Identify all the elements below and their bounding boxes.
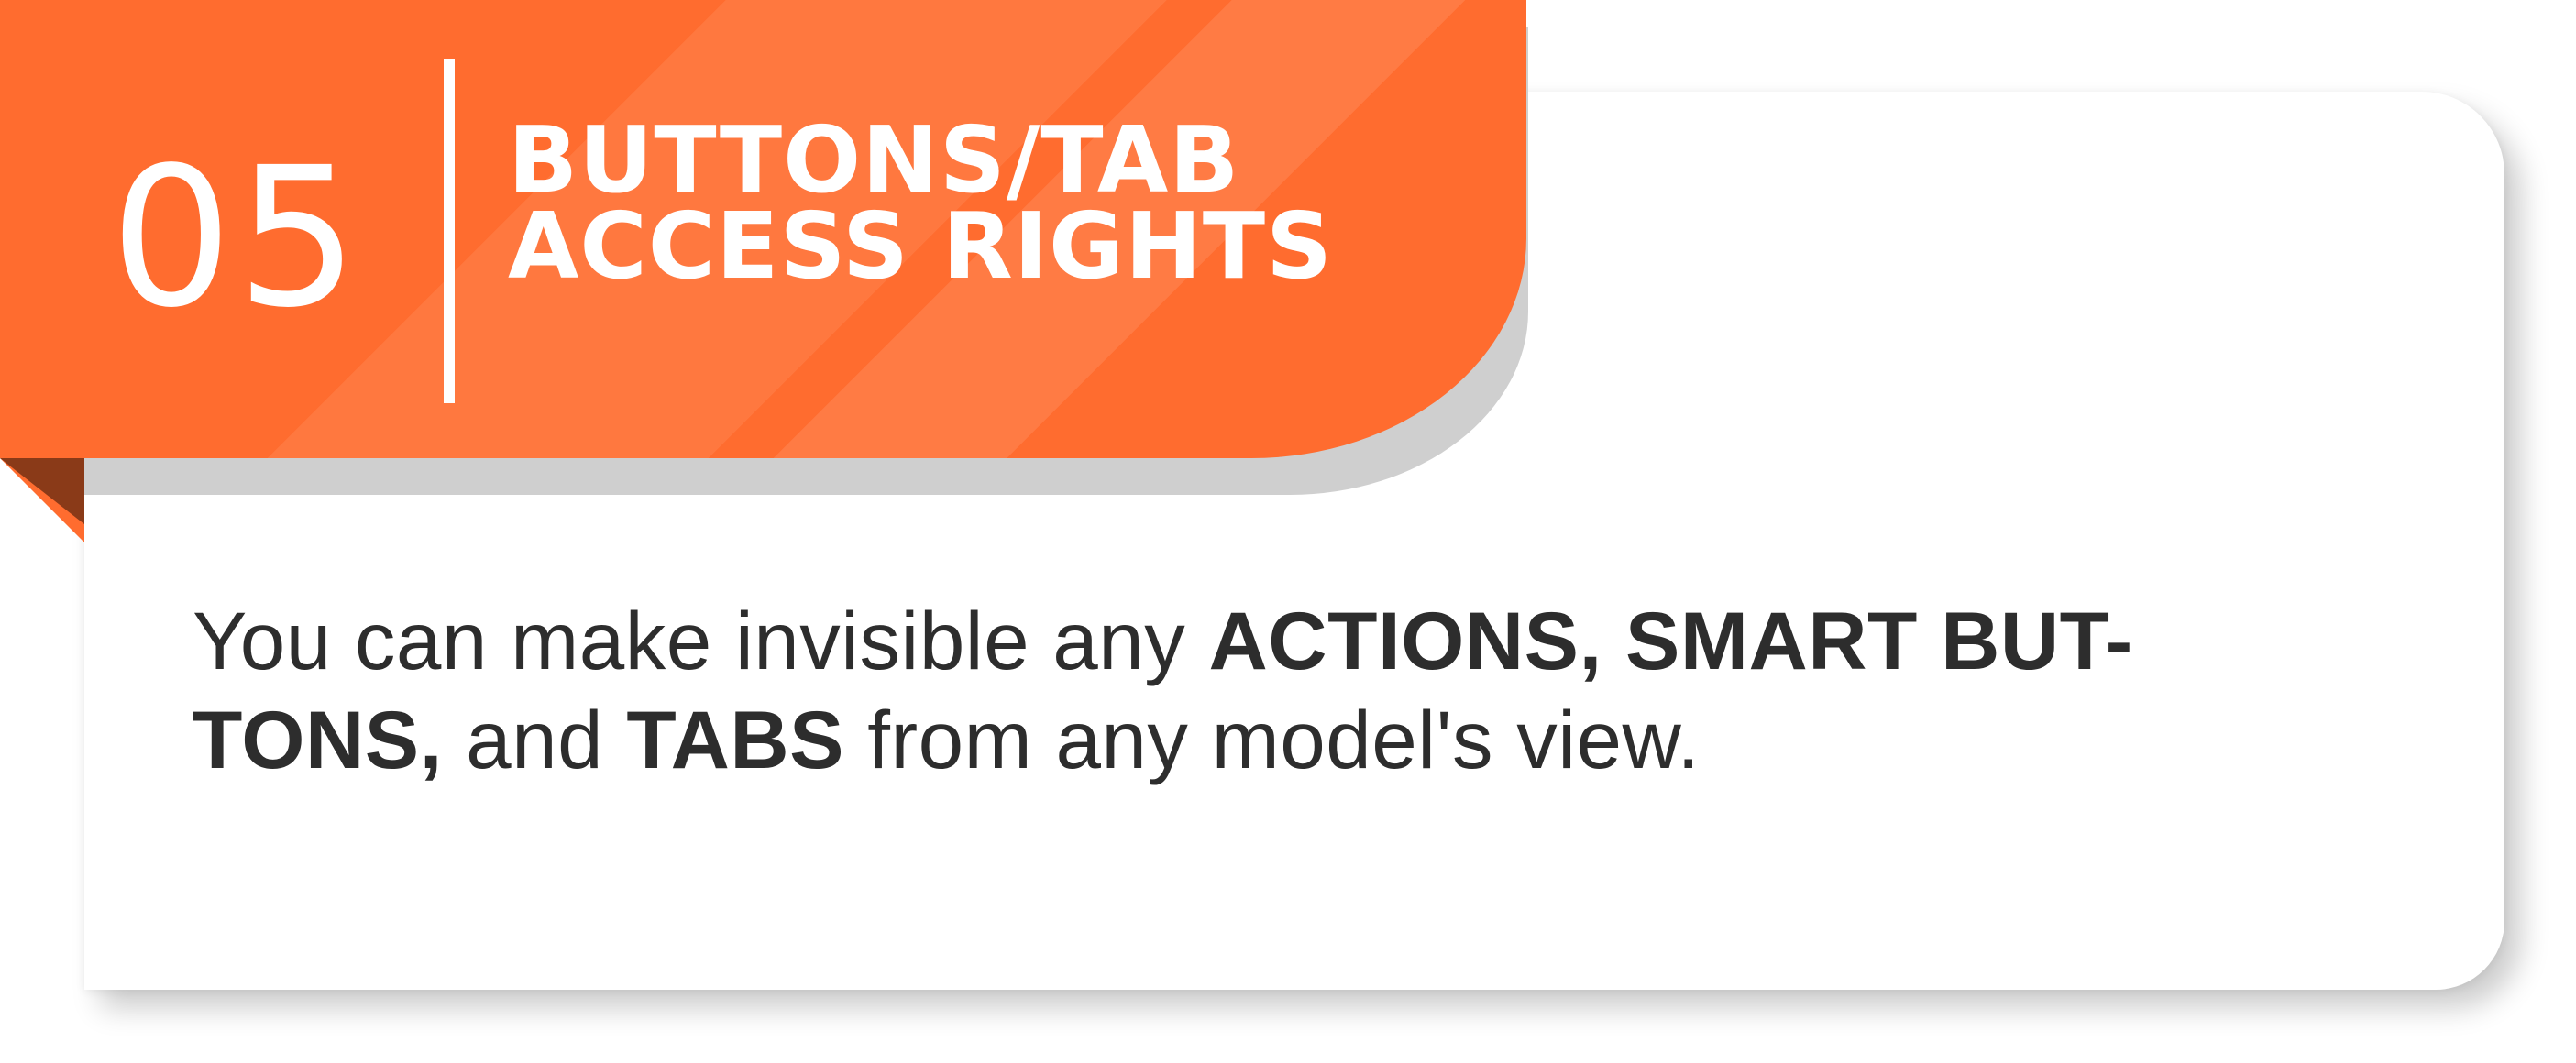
feature-number: 05 xyxy=(110,126,363,350)
feature-description: You can make invisible any ACTIONS, SMAR… xyxy=(193,591,2328,789)
desc-text-1: You can make invisible any xyxy=(193,595,1209,686)
desc-bold-tons: TONS, xyxy=(193,694,443,785)
header-divider xyxy=(444,59,455,403)
desc-text-2: and xyxy=(442,694,627,785)
desc-bold-tabs: TABS xyxy=(626,694,844,785)
desc-bold-actions: ACTIONS, SMART BUT- xyxy=(1208,595,2133,686)
desc-text-3: from any model's view. xyxy=(843,694,1701,785)
feature-title-line2: ACCESS RIGHTS xyxy=(508,192,1334,300)
feature-title-line1: BUTTONS/TAB xyxy=(508,106,1240,214)
ribbon-fold xyxy=(0,458,84,542)
feature-title: BUTTONS/TAB ACCESS RIGHTS xyxy=(508,106,1334,300)
header-ribbon: 05 BUTTONS/TAB ACCESS RIGHTS xyxy=(0,0,1526,458)
